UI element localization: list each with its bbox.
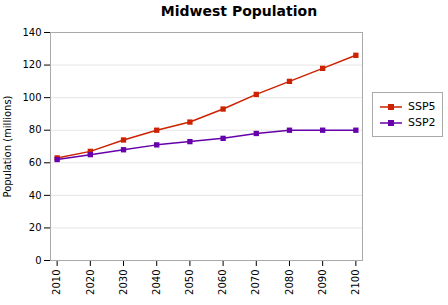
html-text:Midwest Population: Midwest Population [160, 3, 318, 19]
svg-text:2030: 2030 [118, 270, 129, 295]
svg-text:100: 100 [22, 92, 41, 103]
svg-text:2080: 2080 [284, 270, 295, 295]
svg-text:2060: 2060 [217, 270, 228, 295]
svg-text:2090: 2090 [317, 270, 328, 295]
svg-text:60: 60 [29, 157, 42, 168]
svg-text:0: 0 [35, 255, 41, 266]
svg-text:Population (millions): Population (millions) [2, 95, 13, 197]
svg-text:2010: 2010 [51, 270, 62, 295]
html-text:SSP5: SSP5 [408, 100, 436, 113]
svg-text:20: 20 [29, 222, 42, 233]
svg-text:120: 120 [22, 59, 41, 70]
svg-text:2020: 2020 [85, 270, 96, 295]
svg-text:40: 40 [29, 190, 42, 201]
svg-text:2070: 2070 [250, 270, 261, 295]
svg-text:2050: 2050 [184, 270, 195, 295]
svg-text:2040: 2040 [151, 270, 162, 295]
svg-text:80: 80 [29, 124, 42, 135]
html-text:SSP2: SSP2 [408, 116, 436, 129]
svg-text:140: 140 [22, 27, 41, 38]
svg-text:2100: 2100 [350, 270, 361, 295]
